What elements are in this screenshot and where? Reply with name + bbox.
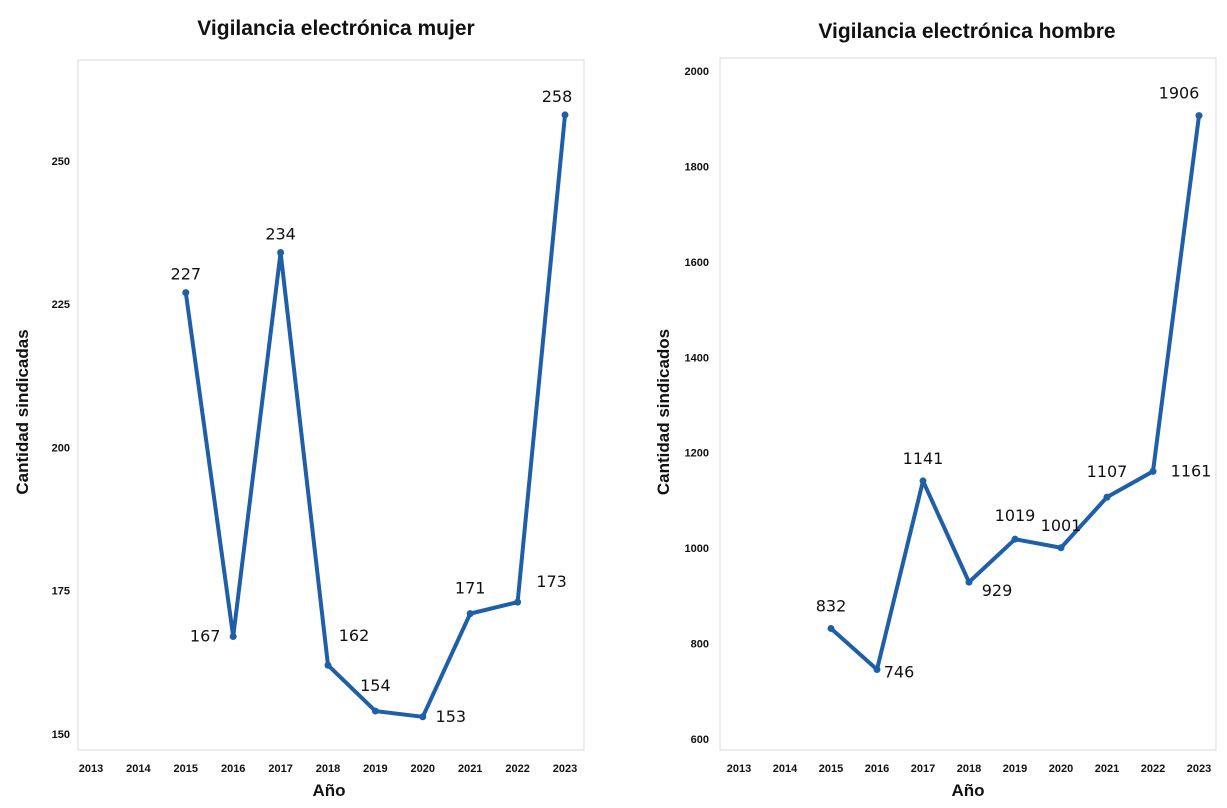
data-label: 258 xyxy=(542,87,573,106)
data-label: 1019 xyxy=(995,506,1036,525)
data-point xyxy=(561,111,569,119)
x-axis-ticks: 2013 2014 2015 2016 2017 2018 2019 2020 2021 2022… xyxy=(727,763,1211,775)
y-tick-label: 2000 xyxy=(685,66,709,78)
x-tick-label: 2022 xyxy=(1141,763,1165,775)
x-axis-label: Año xyxy=(312,781,345,800)
x-tick-label: 2018 xyxy=(316,763,340,775)
data-label: 832 xyxy=(816,596,847,615)
y-axis-label: Cantidad sindicados xyxy=(654,329,673,495)
x-tick-label: 2016 xyxy=(865,763,889,775)
y-tick-label: 1200 xyxy=(685,448,709,460)
x-tick-label: 2017 xyxy=(268,763,292,775)
x-tick-label: 2021 xyxy=(458,763,482,775)
x-tick-label: 2018 xyxy=(957,763,981,775)
data-point xyxy=(873,666,881,674)
plot-area-frame xyxy=(719,57,1217,751)
data-point xyxy=(1195,112,1203,120)
data-labels: 832 746 1141 929 1019 1001 1107 1161 1906 xyxy=(816,84,1212,682)
x-tick-label: 2015 xyxy=(174,763,198,775)
series-line-path xyxy=(829,113,1201,672)
series-line-path xyxy=(183,112,567,719)
data-label: 1161 xyxy=(1171,461,1212,480)
y-axis-ticks: 600 800 1000 1200 1400 1600 1800 2000 xyxy=(685,66,709,746)
chart-panel-men: Vigilancia electrónica hombre Año Cantid… xyxy=(614,0,1227,808)
x-tick-label: 2014 xyxy=(126,763,151,775)
x-tick-label: 2020 xyxy=(1049,763,1073,775)
y-tick-label: 1600 xyxy=(685,257,709,269)
data-point xyxy=(1103,493,1111,501)
chart-title: Vigilancia electrónica hombre xyxy=(818,20,1115,43)
x-tick-label: 2019 xyxy=(363,763,387,775)
data-label: 227 xyxy=(171,265,202,284)
data-point xyxy=(277,249,285,256)
x-tick-label: 2021 xyxy=(1095,763,1119,775)
x-tick-label: 2014 xyxy=(773,763,798,775)
data-label: 1906 xyxy=(1159,84,1200,103)
data-point xyxy=(827,624,835,632)
chart-title: Vigilancia electrónica mujer xyxy=(197,17,474,40)
series-line xyxy=(183,112,567,719)
x-tick-label: 2016 xyxy=(221,763,245,775)
data-point xyxy=(1011,535,1019,543)
data-label: 234 xyxy=(265,225,296,244)
y-tick-label: 600 xyxy=(691,734,709,746)
x-tick-label: 2023 xyxy=(1187,763,1211,775)
y-tick-label: 1000 xyxy=(685,543,709,555)
x-tick-label: 2023 xyxy=(553,763,577,775)
y-tick-label: 1400 xyxy=(685,352,709,364)
data-label: 1141 xyxy=(903,449,944,468)
data-point xyxy=(919,477,927,485)
data-point xyxy=(419,713,427,721)
data-point xyxy=(514,598,522,606)
plot-area-frame xyxy=(77,59,585,751)
line-chart-men: Vigilancia electrónica hombre Año Cantid… xyxy=(654,20,1217,800)
data-point xyxy=(1057,544,1065,552)
y-tick-label: 150 xyxy=(52,729,70,741)
x-tick-label: 2017 xyxy=(911,763,935,775)
data-point xyxy=(182,289,190,297)
data-point xyxy=(229,633,237,641)
y-tick-label: 250 xyxy=(52,156,70,168)
data-label: 154 xyxy=(360,676,391,695)
y-tick-label: 225 xyxy=(52,299,70,311)
series-points xyxy=(827,112,1203,674)
data-label: 171 xyxy=(455,579,486,598)
x-tick-label: 2019 xyxy=(1003,763,1027,775)
y-axis-ticks: 150 175 200 225 250 xyxy=(52,156,70,741)
data-point xyxy=(371,707,379,715)
y-tick-label: 200 xyxy=(52,442,70,454)
data-label: 1001 xyxy=(1041,516,1082,535)
data-point xyxy=(466,610,474,618)
y-axis-label: Cantidad sindicadas xyxy=(13,329,32,494)
data-label: 929 xyxy=(982,581,1013,600)
data-label: 746 xyxy=(884,663,915,682)
data-labels: 227 167 234 162 154 153 171 173 258 xyxy=(171,87,573,726)
x-tick-label: 2013 xyxy=(79,763,103,775)
data-label: 153 xyxy=(436,707,467,726)
x-axis-label: Año xyxy=(951,781,984,800)
series-points xyxy=(182,111,569,721)
y-tick-label: 1800 xyxy=(685,161,709,173)
y-tick-label: 175 xyxy=(52,586,70,598)
line-chart-women: Vigilancia electrónica mujer Año Cantida… xyxy=(13,17,585,800)
data-point xyxy=(324,661,332,669)
y-tick-label: 800 xyxy=(691,639,709,651)
data-label: 162 xyxy=(339,626,370,645)
x-tick-label: 2015 xyxy=(819,763,843,775)
data-label: 173 xyxy=(536,572,567,591)
x-axis-ticks: 2013 2014 2015 2016 2017 2018 2019 2020 2021 2022… xyxy=(79,763,577,775)
data-label: 167 xyxy=(190,627,221,646)
series-line xyxy=(829,113,1201,672)
x-tick-label: 2022 xyxy=(505,763,529,775)
data-point xyxy=(965,578,973,586)
data-label: 1107 xyxy=(1087,462,1128,481)
chart-panel-women: Vigilancia electrónica mujer Año Cantida… xyxy=(13,17,585,800)
data-point xyxy=(1149,467,1157,475)
x-tick-label: 2013 xyxy=(727,763,751,775)
x-tick-label: 2020 xyxy=(411,763,435,775)
